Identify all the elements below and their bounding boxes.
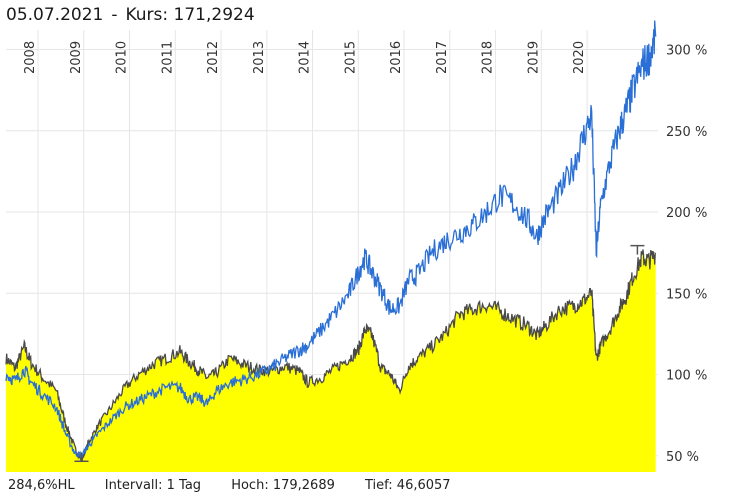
x-tick-label: 2008 [23, 41, 38, 74]
x-tick-label: 2011 [160, 41, 175, 74]
y-tick-label: 100 % [666, 369, 707, 384]
x-tick-label: 2016 [389, 41, 404, 74]
x-tick-label: 2013 [252, 41, 267, 74]
x-tick-label: 2020 [572, 41, 587, 74]
chart-footer: 284,6%HL Intervall: 1 Tag Hoch: 179,2689… [8, 478, 477, 493]
area-series-fill [6, 249, 656, 472]
chart-header: 05.07.2021- Kurs: 171,2924 [6, 5, 255, 25]
date-label: 05.07.2021 [6, 5, 104, 25]
header-separator: - [111, 5, 118, 25]
chart-marks [5, 20, 657, 472]
x-tick-label: 2015 [343, 41, 358, 74]
x-tick-label: 2010 [115, 41, 130, 74]
price-label: Kurs: 171,2924 [125, 5, 255, 25]
low-label: Tief: 46,6057 [365, 478, 451, 493]
chart-axes: 50 % 100 % 150 % 200 % 250 % 300 % 2008 2009 201… [23, 41, 707, 465]
area-series-line [5, 249, 657, 462]
y-tick-label: 300 % [666, 44, 707, 59]
x-tick-label: 2009 [69, 41, 84, 74]
benchmark-series-line [5, 20, 657, 459]
x-tick-label: 2018 [481, 41, 496, 74]
y-tick-label: 150 % [666, 287, 707, 302]
x-tick-label: 2019 [526, 41, 541, 74]
high-label: Hoch: 179,2689 [231, 478, 335, 493]
performance-label: 284,6%HL [8, 478, 75, 493]
y-tick-label: 200 % [666, 206, 707, 221]
x-tick-label: 2014 [298, 41, 313, 74]
interval-label: Intervall: 1 Tag [104, 478, 202, 493]
x-tick-label: 2017 [435, 41, 450, 74]
high-marker [630, 244, 645, 255]
y-tick-label: 250 % [666, 125, 707, 140]
low-marker [74, 452, 89, 463]
x-tick-label: 2012 [206, 41, 221, 74]
y-tick-label: 50 % [666, 450, 699, 465]
